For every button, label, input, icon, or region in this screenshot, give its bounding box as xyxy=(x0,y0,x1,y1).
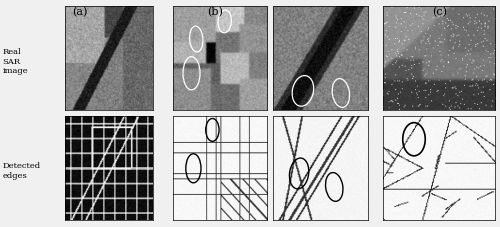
Text: (b): (b) xyxy=(207,7,223,17)
Text: Real
SAR
image: Real SAR image xyxy=(2,48,28,74)
Text: (c): (c) xyxy=(432,7,448,17)
Text: Detected
edges: Detected edges xyxy=(2,162,40,179)
Text: (a): (a) xyxy=(72,7,88,17)
